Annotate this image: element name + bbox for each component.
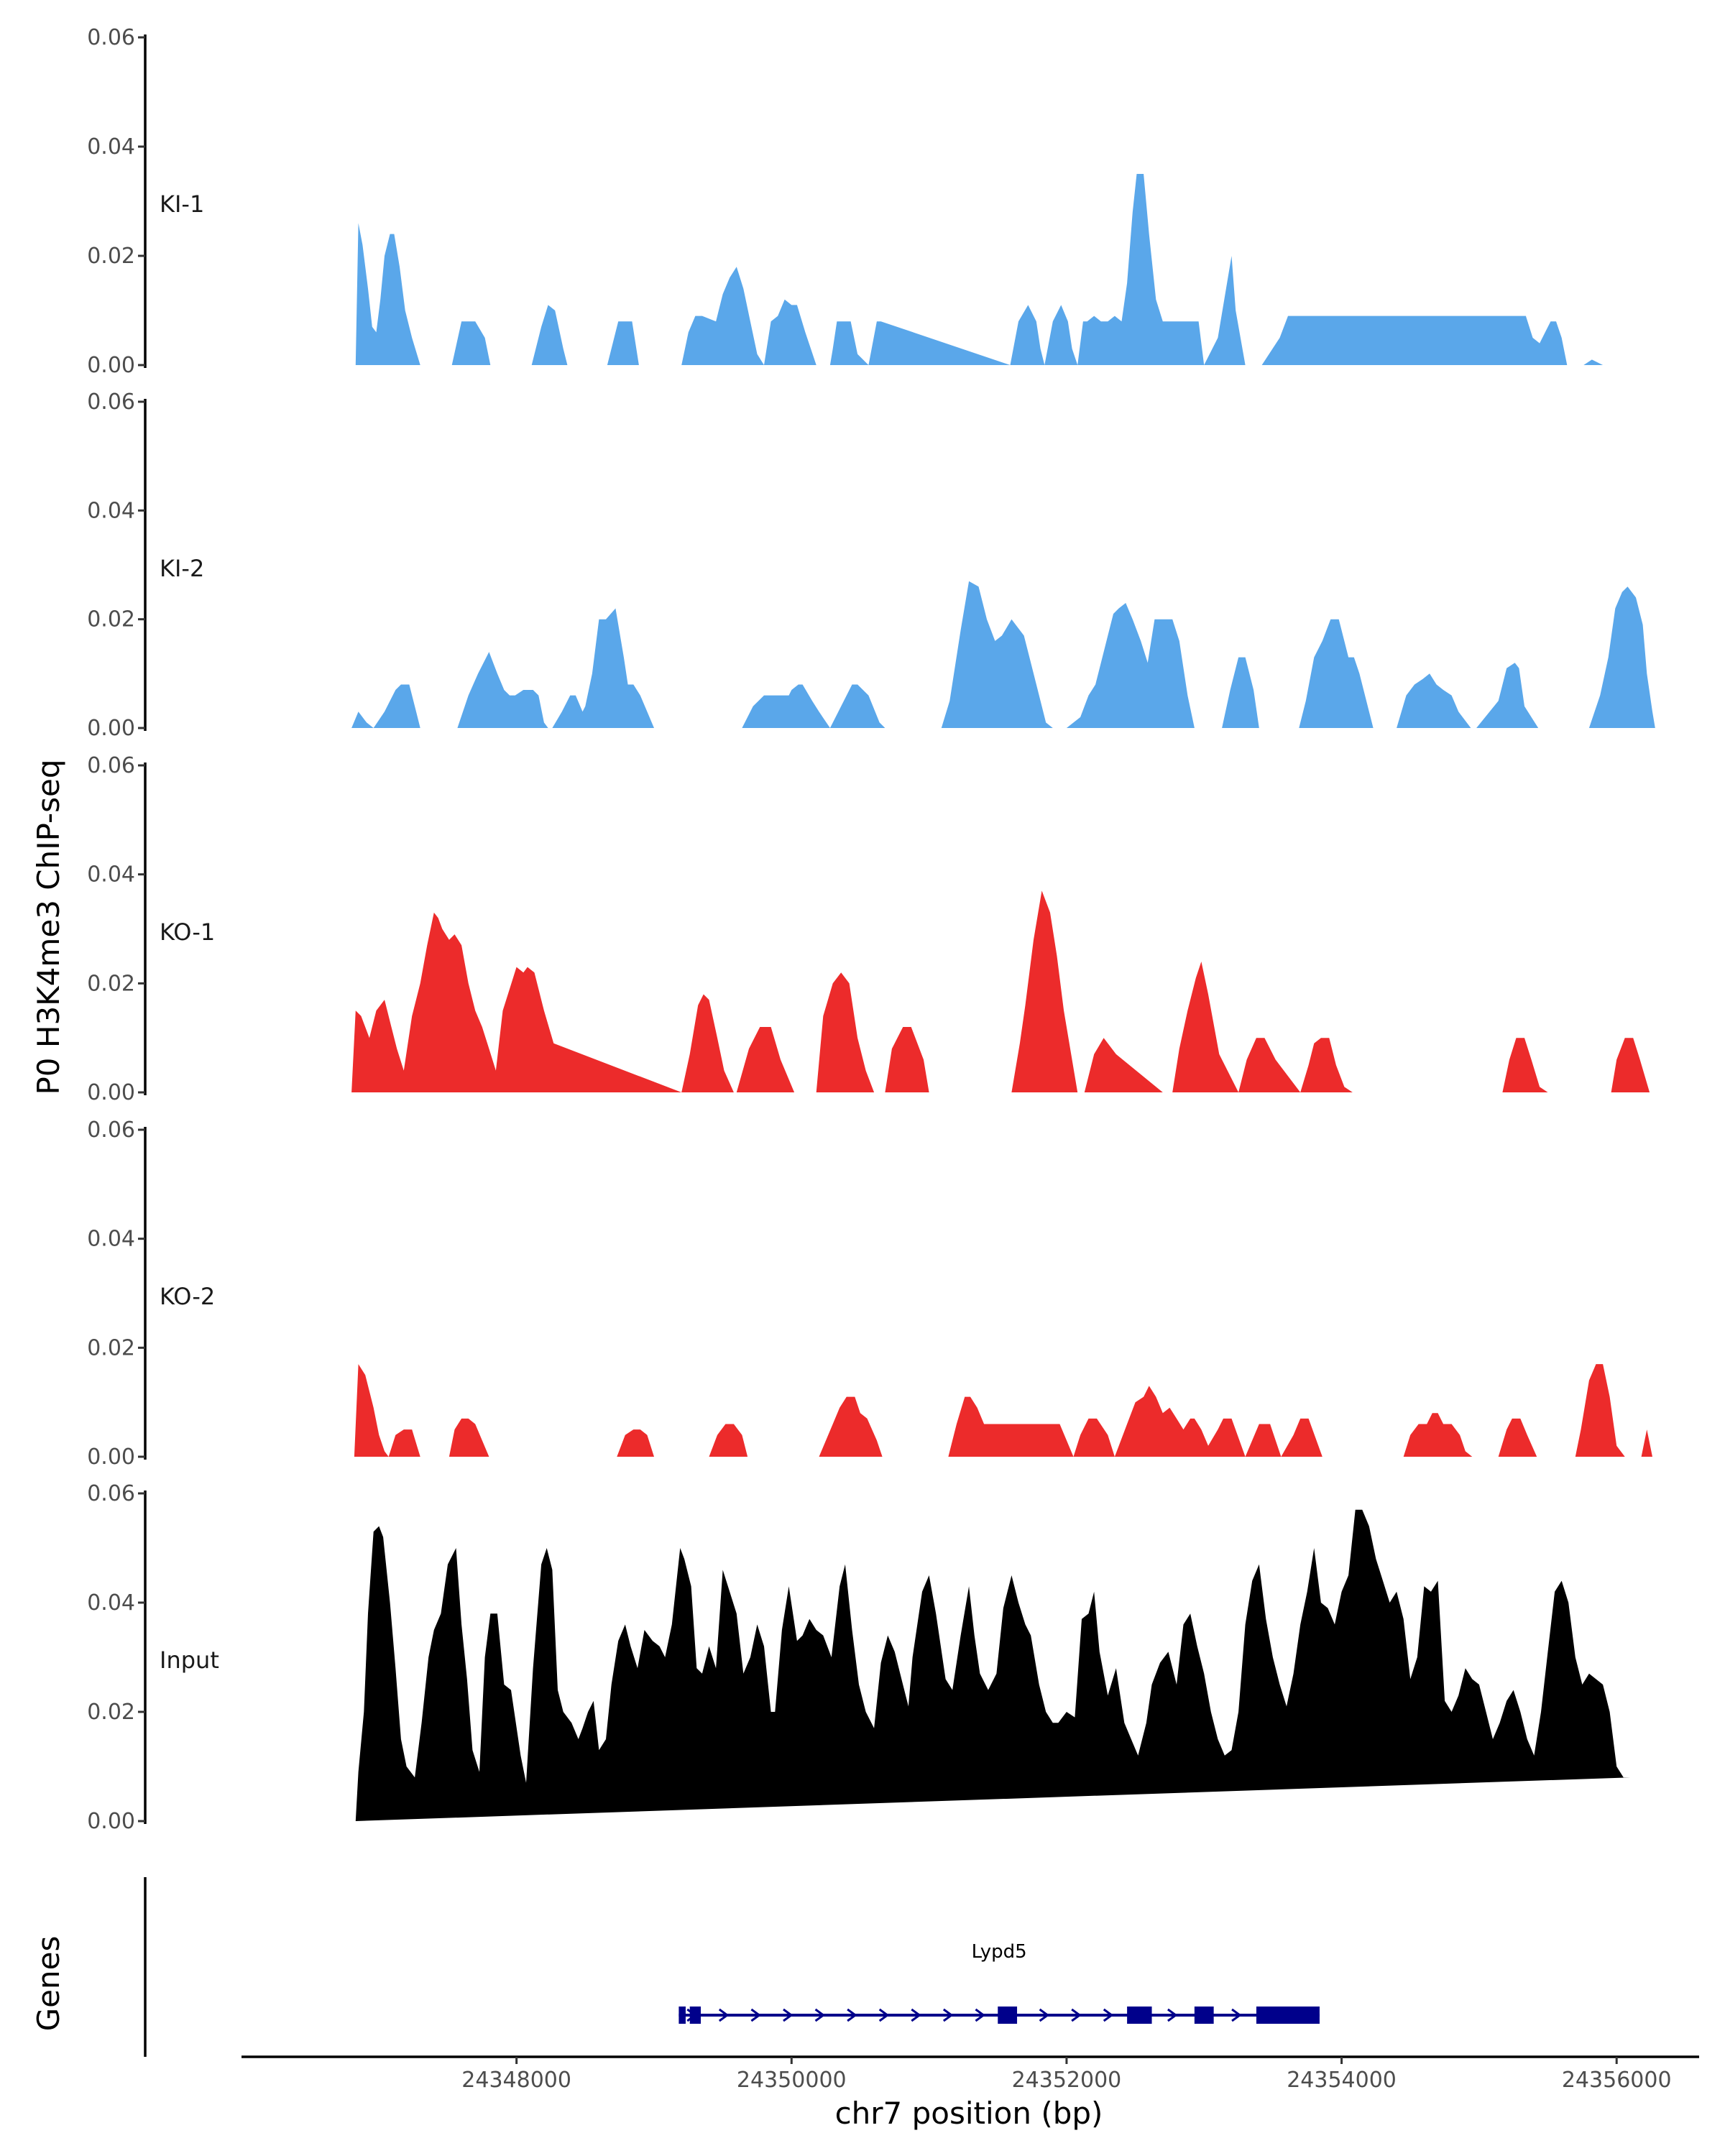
y-axis-title: P0 H3K4me3 ChIP-seq (31, 759, 66, 1095)
y-tick-label: 0.04 (87, 1590, 135, 1616)
x-tick-label: 24350000 (737, 2068, 847, 2093)
strand-arrow (1039, 2008, 1050, 2022)
strand-arrow (942, 2008, 954, 2022)
coverage-area-input (355, 1509, 1631, 1821)
y-tick-label: 0.04 (87, 1227, 135, 1252)
strand-arrow (878, 2008, 890, 2022)
gene-name-label: Lypd5 (972, 1941, 1027, 1963)
y-tick-label: 0.00 (87, 716, 135, 741)
track-ki-2: 0.00 0.02 0.04 0.06 KI-2 (87, 390, 1655, 741)
coverage-area-ko-2 (354, 1364, 1652, 1457)
x-tick-label: 24356000 (1562, 2068, 1672, 2093)
gene-exon (1127, 2007, 1152, 2024)
y-tick-label: 0.02 (87, 244, 135, 269)
track-ko-2: 0.00 0.02 0.04 0.06 KO-2 (87, 1118, 1652, 1470)
y-tick-label: 0.04 (87, 862, 135, 888)
y-tick-label: 0.06 (87, 25, 135, 50)
x-tick-label: 24348000 (461, 2068, 571, 2093)
x-tick-label: 24354000 (1287, 2068, 1397, 2093)
strand-arrow (1167, 2008, 1178, 2022)
track-label: KI-2 (160, 555, 204, 582)
track-label: KO-2 (160, 1283, 215, 1310)
track-ko-1: 0.00 0.02 0.04 0.06 KO-1 (87, 753, 1653, 1105)
gene-exon (689, 2007, 702, 2024)
y-tick-label: 0.06 (87, 753, 135, 778)
strand-arrow (911, 2008, 921, 2022)
y-tick-label: 0.00 (87, 353, 135, 378)
strand-arrow (975, 2008, 985, 2022)
track-input: 0.00 0.02 0.04 0.06 Input (87, 1481, 1631, 1834)
strand-arrow (783, 2008, 794, 2022)
y-tick-label: 0.02 (87, 971, 135, 996)
coverage-area-ki-2 (351, 581, 1655, 728)
track-label: KO-1 (160, 918, 215, 946)
y-tick-label: 0.06 (87, 1481, 135, 1506)
strand-arrow (718, 2008, 730, 2022)
track-ki-1: 0.00 0.02 0.04 0.06 KI-1 (87, 25, 1654, 378)
y-tick-label: 0.00 (87, 1445, 135, 1470)
y-tick-label: 0.04 (87, 498, 135, 523)
strand-arrow (1071, 2008, 1082, 2022)
strand-arrow (1231, 2008, 1242, 2022)
tracks-layer: 0.00 0.02 0.04 0.06 KI-1 0.00 0.02 0.04 0.06 KI-2… (87, 25, 1655, 1834)
y-tick-label: 0.02 (87, 1700, 135, 1725)
gene-track-title: Genes (31, 1936, 66, 2032)
track-label: KI-1 (160, 190, 204, 218)
x-axis-title: chr7 position (bp) (835, 2096, 1103, 2131)
gene-exon (998, 2007, 1018, 2024)
strand-arrow (750, 2008, 761, 2022)
y-tick-label: 0.04 (87, 134, 135, 160)
x-axis: 24348000 24350000 24352000 24354000 24356000 (242, 2055, 1699, 2093)
gene-exon (1256, 2007, 1320, 2024)
coverage-area-ki-1 (355, 174, 1654, 365)
gene-exon (1194, 2007, 1214, 2024)
strand-arrow (814, 2008, 826, 2022)
strand-arrow (847, 2008, 857, 2022)
strand-arrow (1103, 2008, 1114, 2022)
y-tick-label: 0.06 (87, 1118, 135, 1143)
y-tick-label: 0.02 (87, 607, 135, 632)
coverage-area-ko-1 (351, 890, 1653, 1092)
gene-exon (678, 2007, 686, 2024)
track-label: Input (160, 1646, 219, 1674)
y-tick-label: 0.02 (87, 1335, 135, 1360)
y-tick-label: 0.00 (87, 1809, 135, 1834)
y-tick-label: 0.06 (87, 390, 135, 415)
y-tick-label: 0.00 (87, 1080, 135, 1105)
x-tick-label: 24352000 (1012, 2068, 1122, 2093)
gene-track: Lypd5 (144, 1877, 1320, 2057)
